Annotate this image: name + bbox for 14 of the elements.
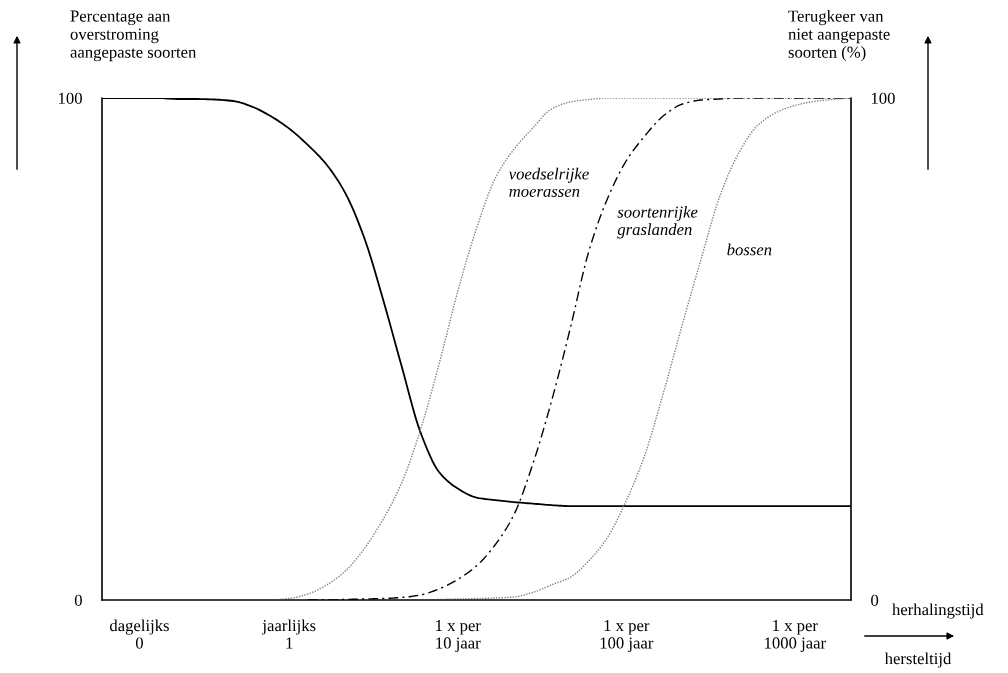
- y2-axis-title: Terugkeer van niet aangepaste soorten (%): [788, 10, 890, 62]
- y-axis-title: Percentage aan overstroming aangepaste soorten: [70, 10, 197, 62]
- x-tick-label: jaarlijks 1: [261, 619, 316, 649]
- annotation: bossen: [727, 243, 772, 256]
- x-axis-title: herhalingstijd: [892, 603, 984, 619]
- y2-tick-label: 100: [871, 92, 895, 104]
- x-tick-label: dagelijks 0: [109, 619, 169, 649]
- annotation: voedselrijke moerassen: [508, 167, 589, 197]
- annotation: soortenrijke graslanden: [617, 205, 698, 239]
- x-tick-label: 1 x per 100 jaar: [600, 620, 654, 652]
- x-tick-label: 1 x per 10 jaar: [436, 620, 481, 652]
- y2-tick-label: 0: [871, 594, 879, 606]
- x-tick-label: 1 x per 1000 jaar: [765, 620, 826, 652]
- text: hersteltijd: [884, 652, 952, 668]
